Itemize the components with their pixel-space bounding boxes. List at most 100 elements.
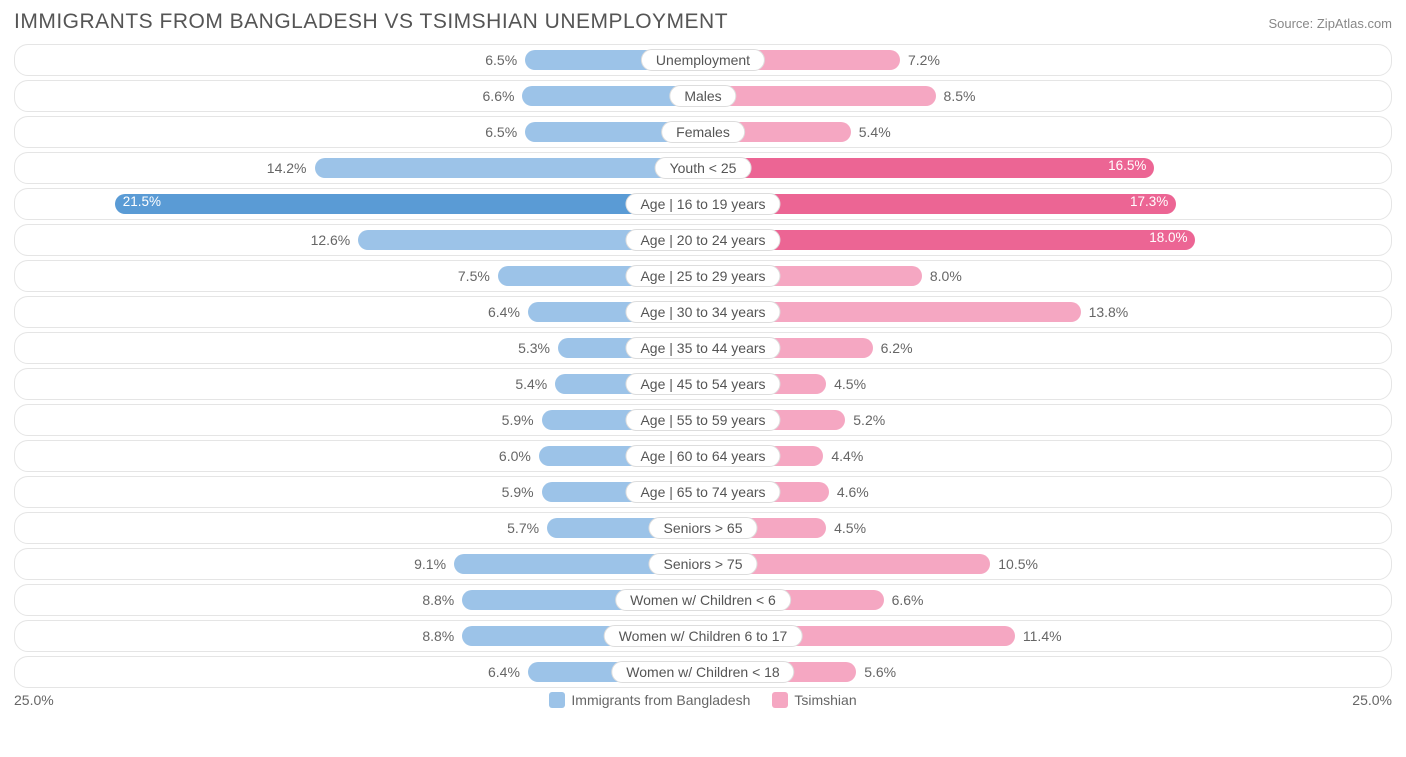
diverging-bar-chart: 6.5% 7.2% Unemployment 6.6% 8.5% Males 6.5% 5.4… (14, 44, 1392, 688)
bar-left-container: 6.4% (19, 297, 703, 327)
bar-right-value: 5.4% (859, 124, 891, 140)
bar-left-value: 6.5% (485, 52, 517, 68)
bar-right-container: 6.2% (703, 333, 1387, 363)
bar-right-value: 8.5% (944, 88, 976, 104)
category-pill: Seniors > 75 (649, 553, 758, 575)
bar-right-container: 5.6% (703, 657, 1387, 687)
bar-right-container: 6.6% (703, 585, 1387, 615)
chart-header: IMMIGRANTS FROM BANGLADESH VS TSIMSHIAN … (14, 10, 1392, 34)
chart-title: IMMIGRANTS FROM BANGLADESH VS TSIMSHIAN … (14, 10, 728, 34)
bar-left-container: 6.4% (19, 657, 703, 687)
bar-right-value: 18.0% (1149, 230, 1187, 245)
category-pill: Youth < 25 (655, 157, 752, 179)
bar-left-value: 7.5% (458, 268, 490, 284)
bar-right-container: 4.5% (703, 369, 1387, 399)
bar-right-value: 4.6% (837, 484, 869, 500)
bar-right-value: 6.2% (881, 340, 913, 356)
bar-left-value: 5.3% (518, 340, 550, 356)
bar-left-container: 6.5% (19, 117, 703, 147)
category-pill: Women w/ Children < 18 (611, 661, 794, 683)
bar-left-value: 6.0% (499, 448, 531, 464)
bar-right-container: 13.8% (703, 297, 1387, 327)
bar-right-container: 4.5% (703, 513, 1387, 543)
chart-row: 9.1% 10.5% Seniors > 75 (14, 548, 1392, 580)
chart-row: 5.7% 4.5%Seniors > 65 (14, 512, 1392, 544)
category-pill: Women w/ Children 6 to 17 (604, 625, 803, 647)
bar-left-value: 5.7% (507, 520, 539, 536)
chart-row: 6.4%13.8%Age | 30 to 34 years (14, 296, 1392, 328)
bar-right-container: 16.5% (703, 153, 1387, 183)
bar-left-container: 5.7% (19, 513, 703, 543)
bar-left-value: 6.5% (485, 124, 517, 140)
bar-left-value: 6.4% (488, 664, 520, 680)
category-pill: Age | 65 to 74 years (625, 481, 780, 503)
bar-left-value: 6.4% (488, 304, 520, 320)
legend-item-left: Immigrants from Bangladesh (549, 692, 750, 708)
bar-right-container: 5.2% (703, 405, 1387, 435)
axis-right-label: 25.0% (1352, 692, 1392, 708)
chart-row: 7.5%8.0%Age | 25 to 29 years (14, 260, 1392, 292)
chart-row: 6.6% 8.5% Males (14, 80, 1392, 112)
chart-row: 14.2% 16.5% Youth < 25 (14, 152, 1392, 184)
chart-footer: 25.0% Immigrants from Bangladesh Tsimshi… (14, 692, 1392, 708)
chart-row: 6.0% 4.4%Age | 60 to 64 years (14, 440, 1392, 472)
bar-right-container: 10.5% (703, 549, 1387, 579)
category-pill: Age | 20 to 24 years (625, 229, 780, 251)
chart-row: 21.5% 17.3% Age | 16 to 19 years (14, 188, 1392, 220)
chart-row: 5.9% 4.6% Age | 65 to 74 years (14, 476, 1392, 508)
axis-left-label: 25.0% (14, 692, 54, 708)
category-pill: Age | 35 to 44 years (625, 337, 780, 359)
bar-right (703, 86, 936, 106)
category-pill: Age | 60 to 64 years (625, 445, 780, 467)
bar-right-value: 11.4% (1023, 628, 1062, 644)
bar-right-value: 16.5% (1108, 158, 1146, 173)
chart-row: 12.6% 18.0% Age | 20 to 24 years (14, 224, 1392, 256)
bar-left-value: 8.8% (422, 592, 454, 608)
bar-left-value: 9.1% (414, 556, 446, 572)
chart-row: 6.4% 5.6% Women w/ Children < 18 (14, 656, 1392, 688)
bar-right-container: 11.4% (703, 621, 1387, 651)
bar-right-value: 17.3% (1130, 194, 1168, 209)
bar-left-container: 21.5% (19, 189, 703, 219)
chart-row: 8.8%11.4%Women w/ Children 6 to 17 (14, 620, 1392, 652)
bar-right-container: 4.4% (703, 441, 1387, 471)
chart-source: Source: ZipAtlas.com (1268, 16, 1392, 31)
category-pill: Females (661, 121, 745, 143)
bar-right-container: 18.0% (703, 225, 1387, 255)
category-pill: Seniors > 65 (649, 517, 758, 539)
bar-left (315, 158, 704, 178)
legend-swatch-left (549, 692, 565, 708)
chart-row: 5.9% 5.2% Age | 55 to 59 years (14, 404, 1392, 436)
legend-label-left: Immigrants from Bangladesh (571, 692, 750, 708)
category-pill: Age | 55 to 59 years (625, 409, 780, 431)
bar-left-value: 14.2% (267, 160, 307, 176)
bar-left-container: 5.3% (19, 333, 703, 363)
bar-left: 21.5% (115, 194, 703, 214)
bar-right-value: 7.2% (908, 52, 940, 68)
bar-left-value: 21.5% (123, 194, 161, 209)
bar-left-container: 6.6% (19, 81, 703, 111)
bar-left-container: 9.1% (19, 549, 703, 579)
bar-right-container: 17.3% (703, 189, 1387, 219)
bar-left-container: 5.9% (19, 477, 703, 507)
bar-left-container: 8.8% (19, 585, 703, 615)
chart-row: 8.8%6.6%Women w/ Children < 6 (14, 584, 1392, 616)
category-pill: Males (669, 85, 736, 107)
bar-left-value: 12.6% (311, 232, 351, 248)
legend-item-right: Tsimshian (772, 692, 856, 708)
bar-right-container: 7.2% (703, 45, 1387, 75)
bar-left-container: 7.5% (19, 261, 703, 291)
bar-right-value: 4.5% (834, 376, 866, 392)
bar-right: 16.5% (703, 158, 1154, 178)
category-pill: Age | 16 to 19 years (625, 193, 780, 215)
bar-left-container: 6.5% (19, 45, 703, 75)
bar-left-container: 14.2% (19, 153, 703, 183)
chart-row: 6.5% 7.2% Unemployment (14, 44, 1392, 76)
bar-right-value: 10.5% (998, 556, 1038, 572)
bar-right-value: 5.2% (853, 412, 885, 428)
category-pill: Unemployment (641, 49, 765, 71)
legend-label-right: Tsimshian (794, 692, 856, 708)
bar-right-container: 5.4% (703, 117, 1387, 147)
bar-left-container: 5.9% (19, 405, 703, 435)
bar-right-value: 5.6% (864, 664, 896, 680)
